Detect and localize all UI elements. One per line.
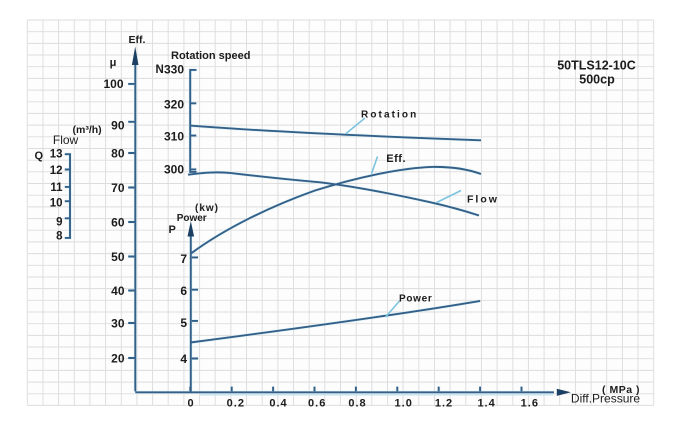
svg-text:μ: μ bbox=[110, 57, 117, 69]
svg-text:0.4: 0.4 bbox=[269, 398, 287, 410]
svg-text:7: 7 bbox=[180, 252, 187, 266]
svg-text:Rotation speed: Rotation speed bbox=[171, 50, 250, 62]
svg-text:0.2: 0.2 bbox=[227, 398, 245, 410]
svg-text:300: 300 bbox=[164, 162, 184, 176]
svg-text:50: 50 bbox=[111, 250, 125, 264]
svg-text:(kw): (kw) bbox=[195, 203, 219, 214]
svg-text:330: 330 bbox=[164, 63, 184, 77]
svg-text:310: 310 bbox=[164, 129, 184, 143]
svg-text:(m³/h): (m³/h) bbox=[73, 124, 102, 136]
svg-text:12: 12 bbox=[50, 165, 63, 177]
svg-text:90: 90 bbox=[111, 118, 125, 132]
svg-text:0.8: 0.8 bbox=[348, 398, 366, 410]
svg-text:N: N bbox=[156, 64, 164, 76]
svg-text:Power: Power bbox=[177, 213, 207, 224]
svg-text:( MPa ): ( MPa ) bbox=[602, 384, 640, 396]
svg-text:Rotation: Rotation bbox=[361, 110, 418, 121]
svg-text:1.0: 1.0 bbox=[395, 398, 413, 410]
svg-text:Diff.Pressure: Diff.Pressure bbox=[571, 392, 640, 406]
svg-text:4: 4 bbox=[180, 352, 187, 366]
svg-text:20: 20 bbox=[111, 351, 125, 365]
svg-text:80: 80 bbox=[111, 147, 125, 161]
svg-text:0: 0 bbox=[188, 398, 194, 410]
svg-text:6: 6 bbox=[180, 284, 187, 298]
svg-text:8: 8 bbox=[56, 230, 63, 242]
svg-text:5: 5 bbox=[180, 316, 187, 330]
svg-text:Q: Q bbox=[35, 150, 44, 162]
svg-text:30: 30 bbox=[111, 316, 125, 330]
svg-text:P: P bbox=[169, 224, 176, 236]
svg-text:Eff.: Eff. bbox=[386, 153, 406, 165]
svg-text:1.4: 1.4 bbox=[477, 398, 495, 410]
svg-text:9: 9 bbox=[56, 216, 62, 228]
svg-text:60: 60 bbox=[111, 215, 125, 229]
svg-text:500cp: 500cp bbox=[579, 73, 615, 87]
svg-text:0.6: 0.6 bbox=[308, 398, 326, 410]
svg-text:13: 13 bbox=[50, 148, 63, 160]
svg-text:100: 100 bbox=[103, 77, 123, 91]
svg-text:1.6: 1.6 bbox=[521, 398, 539, 410]
svg-text:50TLS12-10C: 50TLS12-10C bbox=[557, 59, 636, 73]
svg-text:1.2: 1.2 bbox=[435, 398, 453, 410]
svg-text:40: 40 bbox=[111, 284, 125, 298]
svg-text:Power: Power bbox=[399, 293, 433, 304]
svg-text:70: 70 bbox=[111, 181, 125, 195]
svg-text:Flow: Flow bbox=[53, 133, 79, 147]
svg-text:11: 11 bbox=[50, 182, 63, 194]
svg-text:320: 320 bbox=[164, 97, 184, 111]
svg-text:Flow: Flow bbox=[467, 194, 499, 206]
svg-text:Eff.: Eff. bbox=[129, 34, 146, 46]
svg-text:10: 10 bbox=[50, 198, 63, 210]
